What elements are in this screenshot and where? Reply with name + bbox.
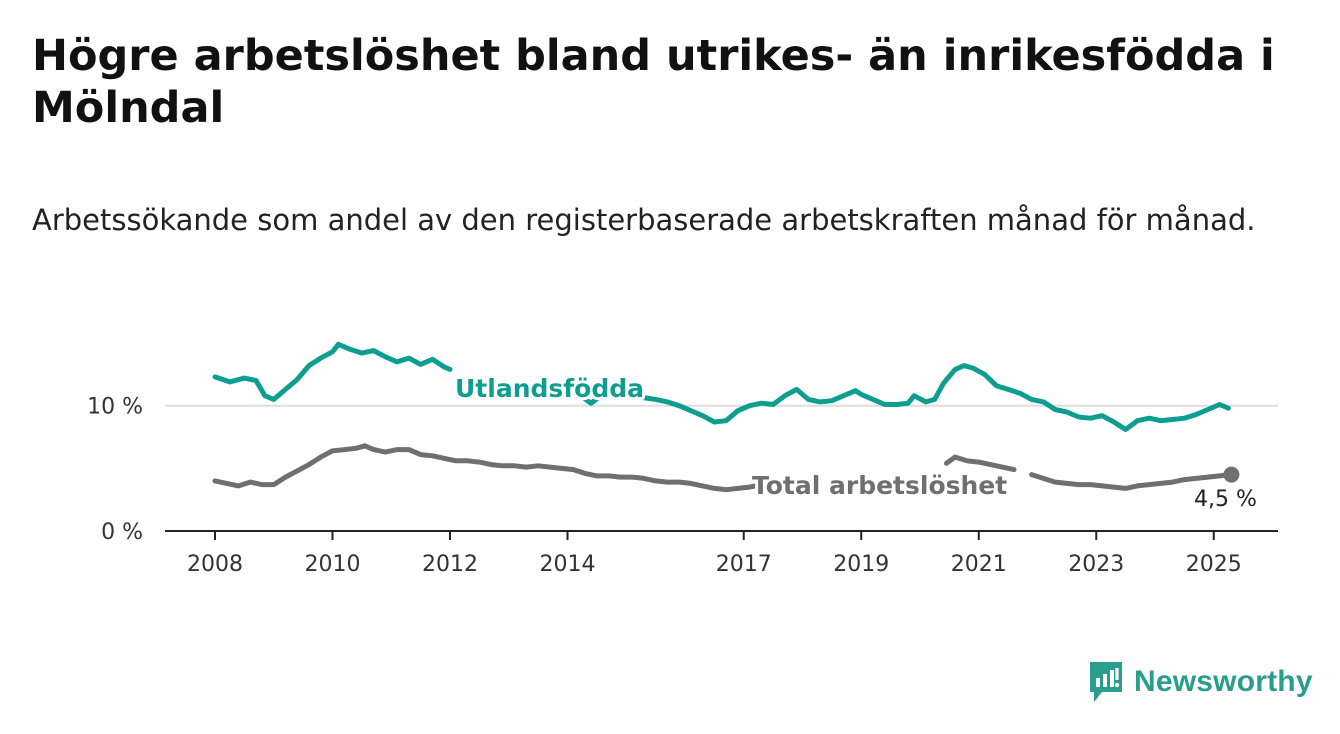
x-tick-label: 2010 <box>305 552 361 577</box>
x-tick-label: 2008 <box>187 552 243 577</box>
x-tick-label: 2019 <box>833 552 889 577</box>
brand-name: Newsworthy <box>1134 665 1313 698</box>
chart-title: Högre arbetslöshet bland utrikes- än inr… <box>32 31 1275 133</box>
axes: 0 % 10 % 2008 2010 2012 2014 2017 2019 2021 2023 2… <box>87 395 1278 577</box>
chart-subtitle: Arbetssökande som andel av den registerb… <box>32 203 1256 237</box>
newsworthy-logo-icon <box>1090 662 1122 702</box>
series-labels: Utlandsfödda Total arbetslöshet 4,5 % <box>452 371 1257 512</box>
y-tick-label: 10 % <box>87 395 143 420</box>
series-label-total: Total arbetslöshet <box>752 471 1007 500</box>
series-line-utlandsfodda <box>212 341 1231 432</box>
x-tick-label: 2012 <box>422 552 478 577</box>
series-label-utlandsfodda: Utlandsfödda <box>455 374 644 403</box>
x-tick-label: 2017 <box>716 552 772 577</box>
y-tick-label: 0 % <box>101 520 143 545</box>
x-tick-label: 2025 <box>1186 552 1242 577</box>
x-tick-label: 2014 <box>540 552 596 577</box>
end-point-marker <box>1223 466 1240 483</box>
x-tick-label: 2023 <box>1068 552 1124 577</box>
newsworthy-brand: Newsworthy <box>1088 660 1313 704</box>
series-line-total <box>212 443 1231 493</box>
end-value-label: 4,5 % <box>1194 487 1257 512</box>
series-lines <box>212 341 1231 493</box>
x-tick-label: 2021 <box>951 552 1007 577</box>
